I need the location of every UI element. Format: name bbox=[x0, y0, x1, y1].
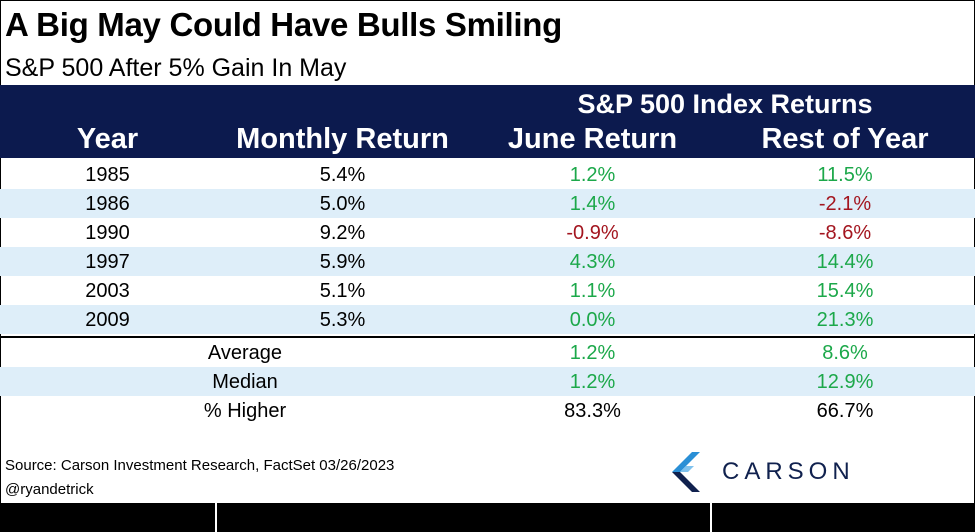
column-header-year: Year bbox=[76, 123, 139, 155]
cell-monthly-return: 5.0% bbox=[319, 193, 366, 215]
column-header-monthly-return: Monthly Return bbox=[236, 123, 449, 155]
cell-june-return: 1.2% bbox=[569, 342, 616, 364]
column-header-rest-of-year: Rest of Year bbox=[761, 123, 929, 155]
cell-june-return: 1.2% bbox=[569, 371, 616, 393]
summary-label: Median bbox=[212, 371, 278, 393]
summary-label: % Higher bbox=[203, 400, 287, 422]
cell-rest-of-year: 14.4% bbox=[816, 251, 874, 273]
cell-june-higher: 83.3% bbox=[564, 400, 621, 422]
cell-monthly-return: 9.2% bbox=[319, 222, 366, 244]
cell-rest-of-year: 12.9% bbox=[816, 371, 874, 393]
cell-rest-higher: 66.7% bbox=[816, 400, 874, 422]
cell-year: 2003 bbox=[85, 280, 130, 302]
source-note: Source: Carson Investment Research, Fact… bbox=[5, 457, 395, 474]
cell-june-return: 1.1% bbox=[569, 280, 616, 302]
cell-rest-of-year: -2.1% bbox=[818, 193, 872, 215]
cell-year: 1997 bbox=[85, 251, 130, 273]
table-row: 1985 5.4% 1.2% 11.5% bbox=[0, 160, 975, 189]
cell-rest-of-year: 11.5% bbox=[817, 164, 873, 186]
chart-title: A Big May Could Have Bulls Smiling bbox=[5, 6, 562, 43]
chart-subtitle: S&P 500 After 5% Gain In May bbox=[5, 54, 347, 82]
table-row: 1997 5.9% 4.3% 14.4% bbox=[0, 247, 975, 276]
table-row: 1990 9.2% -0.9% -8.6% bbox=[0, 218, 975, 247]
cell-year: 1985 bbox=[85, 164, 130, 186]
column-header-june-return: June Return bbox=[507, 123, 678, 155]
cell-june-return: 0.0% bbox=[569, 309, 616, 331]
carson-logo: CARSON bbox=[666, 450, 866, 494]
footer-separator bbox=[215, 503, 217, 532]
cell-monthly-return: 5.9% bbox=[319, 251, 366, 273]
cell-year: 1990 bbox=[85, 222, 130, 244]
footer-separator bbox=[710, 503, 712, 532]
cell-monthly-return: 5.4% bbox=[319, 164, 366, 186]
carson-wordmark: CARSON bbox=[722, 458, 855, 485]
cell-rest-of-year: 15.4% bbox=[816, 280, 874, 302]
carson-chevron-icon bbox=[672, 452, 700, 492]
summary-row-pct-higher: % Higher 83.3% 66.7% bbox=[0, 396, 975, 425]
cell-june-return: 4.3% bbox=[569, 251, 616, 273]
cell-rest-of-year: 8.6% bbox=[822, 342, 868, 364]
table-header: S&P 500 Index Returns Year Monthly Retur… bbox=[0, 85, 975, 158]
cell-monthly-return: 5.1% bbox=[319, 280, 366, 302]
cell-monthly-return: 5.3% bbox=[319, 309, 366, 331]
table-row: 2003 5.1% 1.1% 15.4% bbox=[0, 276, 975, 305]
cell-june-return: 1.2% bbox=[569, 164, 616, 186]
cell-june-return: -0.9% bbox=[566, 222, 619, 244]
cell-year: 2009 bbox=[85, 309, 130, 331]
summary-row-average: Average 1.2% 8.6% bbox=[0, 338, 975, 367]
summary-row-median: Median 1.2% 12.9% bbox=[0, 367, 975, 396]
header-group-title: S&P 500 Index Returns bbox=[577, 89, 873, 119]
summary-label: Average bbox=[207, 342, 283, 364]
table-row: 1986 5.0% 1.4% -2.1% bbox=[0, 189, 975, 218]
cell-june-return: 1.4% bbox=[569, 193, 616, 215]
cell-rest-of-year: -8.6% bbox=[818, 222, 872, 244]
summary-divider bbox=[0, 336, 975, 338]
table-row: 2009 5.3% 0.0% 21.3% bbox=[0, 305, 975, 334]
cell-year: 1986 bbox=[85, 193, 130, 215]
cell-rest-of-year: 21.3% bbox=[816, 309, 874, 331]
footer-bar bbox=[0, 503, 975, 532]
author-handle: @ryandetrick bbox=[5, 481, 94, 498]
